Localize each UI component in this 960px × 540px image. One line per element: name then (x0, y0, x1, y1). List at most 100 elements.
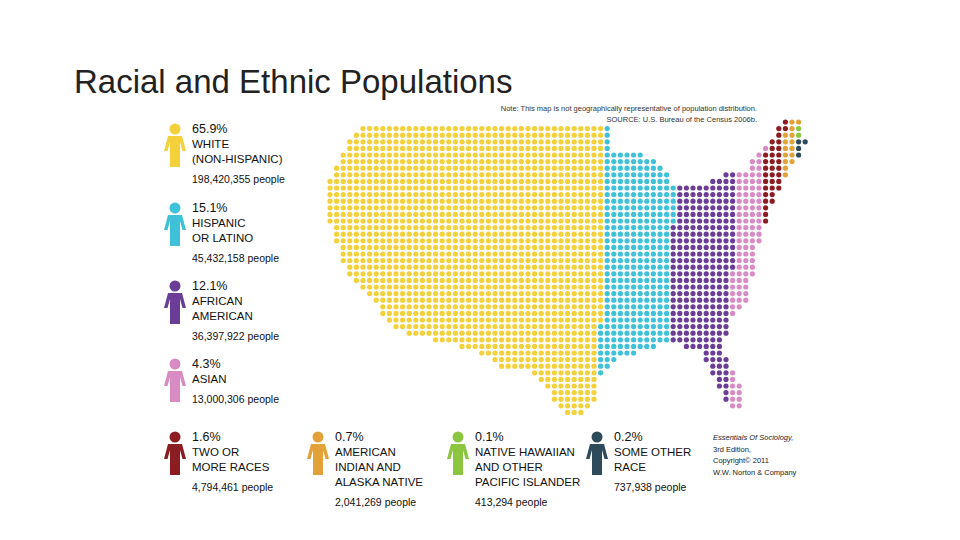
dot (578, 133, 583, 138)
dot (479, 205, 484, 210)
dot (677, 271, 682, 276)
dot (420, 238, 425, 243)
dot (473, 291, 478, 296)
dot (618, 225, 623, 230)
dot (486, 172, 491, 177)
dot (407, 324, 412, 329)
dot (426, 284, 431, 289)
dot (552, 350, 557, 355)
dot (558, 212, 563, 217)
dot (545, 258, 550, 263)
dot (532, 364, 537, 369)
dot (512, 159, 517, 164)
dot (631, 258, 636, 263)
dot (677, 212, 682, 217)
dot (644, 337, 649, 342)
dot (717, 205, 722, 210)
dot (624, 179, 629, 184)
dot (446, 278, 451, 283)
dot (657, 192, 662, 197)
dot (380, 212, 385, 217)
dot (677, 298, 682, 303)
dot (420, 172, 425, 177)
dot (539, 357, 544, 362)
dot (407, 126, 412, 131)
dot (506, 291, 511, 296)
dot (545, 377, 550, 382)
dot (723, 331, 728, 336)
dot (657, 205, 662, 210)
dot (545, 225, 550, 230)
dot (512, 278, 517, 283)
dot (532, 166, 537, 171)
dot (426, 245, 431, 250)
dot (737, 185, 742, 190)
dot (473, 218, 478, 223)
dot (506, 159, 511, 164)
dot (558, 324, 563, 329)
dot (512, 205, 517, 210)
dot (479, 179, 484, 184)
dot (585, 166, 590, 171)
dot (671, 298, 676, 303)
dot (737, 225, 742, 230)
dot (558, 159, 563, 164)
dot (492, 350, 497, 355)
dot (578, 350, 583, 355)
dot (539, 284, 544, 289)
dot (539, 364, 544, 369)
dot (525, 172, 530, 177)
dot (327, 218, 332, 223)
dot (671, 212, 676, 217)
dot (525, 185, 530, 190)
dot (492, 146, 497, 151)
dot (690, 284, 695, 289)
dot (717, 383, 722, 388)
dot (374, 278, 379, 283)
dot (433, 271, 438, 276)
dot (420, 166, 425, 171)
dot (393, 133, 398, 138)
dot (433, 126, 438, 131)
dot (360, 245, 365, 250)
dot (558, 152, 563, 157)
dot (717, 357, 722, 362)
dot (433, 212, 438, 217)
dot (585, 218, 590, 223)
dot (519, 126, 524, 131)
dot (565, 390, 570, 395)
dot (347, 245, 352, 250)
dot (466, 172, 471, 177)
dot (479, 311, 484, 316)
dot (499, 344, 504, 349)
dot (499, 278, 504, 283)
dot (539, 251, 544, 256)
dot (717, 298, 722, 303)
dot (651, 311, 656, 316)
dot (651, 238, 656, 243)
dot (651, 251, 656, 256)
dot (572, 397, 577, 402)
dot (591, 185, 596, 190)
dot (717, 199, 722, 204)
dot (532, 357, 537, 362)
dot (704, 324, 709, 329)
dot (492, 126, 497, 131)
dot (638, 218, 643, 223)
dot (657, 199, 662, 204)
dot (704, 199, 709, 204)
dot (591, 199, 596, 204)
dot (380, 304, 385, 309)
dot (459, 271, 464, 276)
dot (539, 331, 544, 336)
dot (525, 133, 530, 138)
dot (466, 304, 471, 309)
dot (624, 218, 629, 223)
dot (697, 317, 702, 322)
dot (407, 238, 412, 243)
dot (525, 298, 530, 303)
dot (466, 205, 471, 210)
dot (730, 370, 735, 375)
dot (426, 172, 431, 177)
dot (737, 199, 742, 204)
